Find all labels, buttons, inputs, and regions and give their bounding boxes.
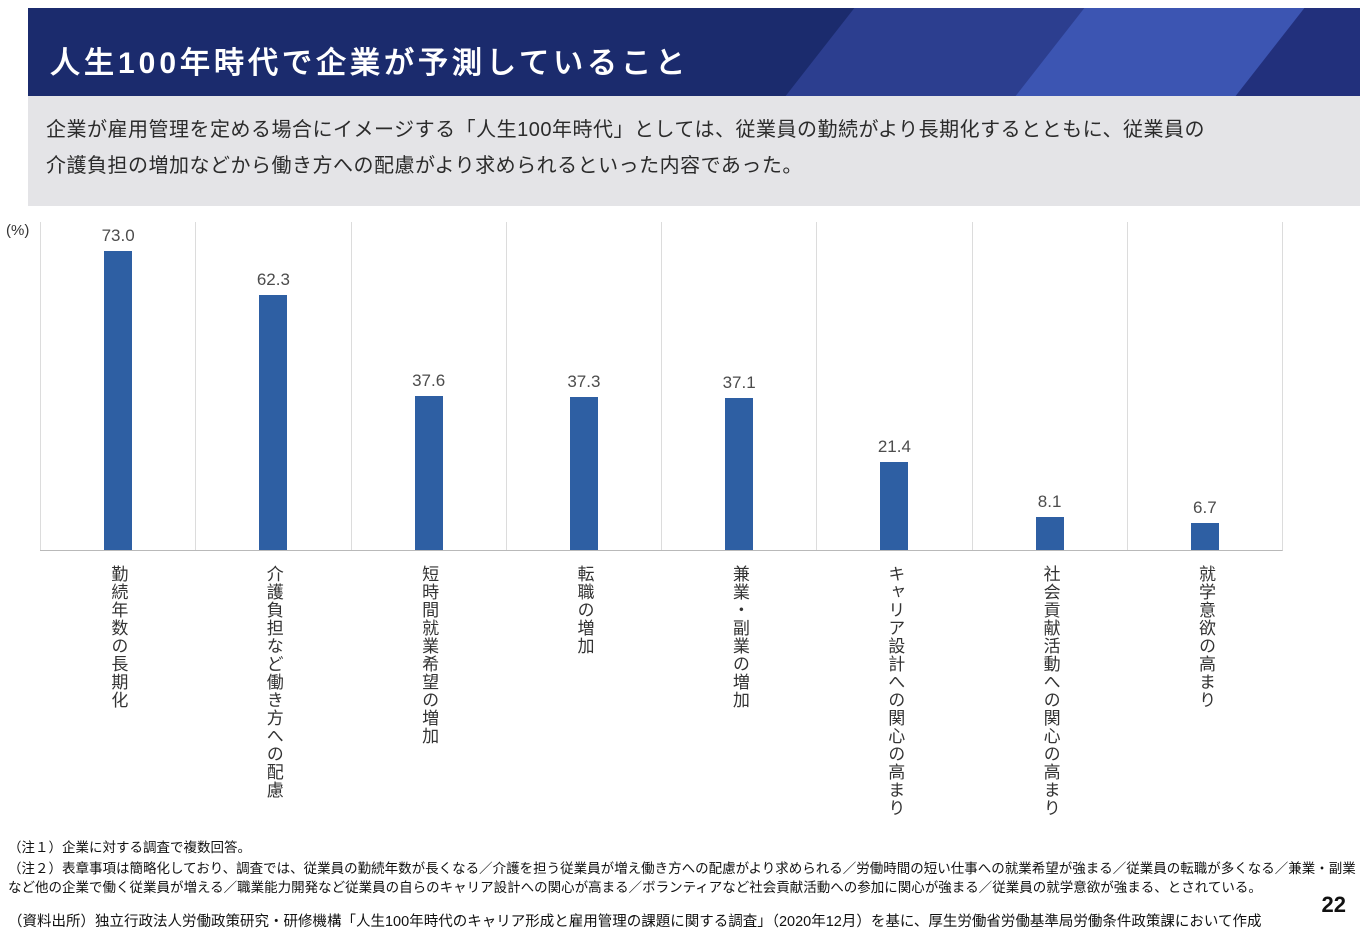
category-label: 短時間就業希望の増加 (351, 565, 506, 817)
bar-value-label: 73.0 (101, 225, 135, 245)
bar-value-label: 21.4 (877, 437, 911, 457)
category-label-text: 介護負担など働き方への配慮 (263, 565, 283, 799)
category-label-text: 社会貢献活動への関心の高まり (1040, 565, 1060, 817)
category-label-text: 就学意欲の高まり (1195, 565, 1215, 709)
bar (1035, 516, 1064, 550)
source-note: （資料出所）独立行政法人労働政策研究・研修機構「人生100年時代のキャリア形成と… (8, 914, 1262, 930)
category-label: 就学意欲の高まり (1128, 565, 1283, 817)
bar-value-label: 37.1 (722, 372, 756, 392)
bar (880, 462, 909, 550)
category-label: 介護負担など働き方への配慮 (195, 565, 350, 817)
chart-column: 8.1 (971, 222, 1127, 550)
category-label-text: 兼業・副業の増加 (729, 565, 749, 709)
bar-value-label: 37.3 (567, 372, 601, 392)
summary-line-2: 介護負担の増加などから働き方への配慮がより求められるといった内容であった。 (46, 155, 803, 177)
category-label-text: キャリア設計への関心の高まり (885, 565, 905, 817)
bar (104, 250, 133, 550)
y-axis-unit-label: (%) (6, 222, 30, 239)
footnote-1: （注１）企業に対する調査で複数回答。 (8, 840, 251, 855)
chart-column: 37.3 (505, 222, 661, 550)
chart-column: 6.7 (1126, 222, 1282, 550)
bar-value-label: 62.3 (256, 269, 290, 289)
summary-line-1: 企業が雇用管理を定める場合にイメージする「人生100年時代」としては、従業員の勤… (46, 119, 1205, 141)
category-labels-row: 勤続年数の長期化 介護負担など働き方への配慮 短時間就業希望の増加 転職の増加 兼業・副… (40, 565, 1283, 817)
bar (725, 397, 754, 550)
bar-value-label: 8.1 (1037, 491, 1062, 511)
category-label-text: 勤続年数の長期化 (108, 565, 128, 709)
bar (1190, 522, 1219, 550)
chart-column: 62.3 (195, 222, 350, 550)
page-title: 人生100年時代で企業が予測していること (50, 47, 690, 80)
bar (259, 294, 288, 550)
chart-column: 37.1 (661, 222, 816, 550)
category-label: 兼業・副業の増加 (662, 565, 817, 817)
summary-box: 企業が雇用管理を定める場合にイメージする「人生100年時代」としては、従業員の勤… (28, 96, 1360, 206)
page-number: 22 (1321, 892, 1346, 917)
bar-value-label: 37.6 (412, 370, 446, 390)
category-label: 転職の増加 (506, 565, 661, 817)
bar-value-label: 6.7 (1193, 497, 1217, 517)
category-label: 社会貢献活動への関心の高まり (972, 565, 1127, 817)
bar-chart-plot-area: 73.0 62.3 37.6 37.3 37.1 21.4 8.1 6.7 (40, 222, 1283, 551)
category-label-text: 転職の増加 (574, 565, 594, 655)
slide-header: 人生100年時代で企業が予測していること (28, 8, 1360, 96)
bar (414, 395, 443, 550)
chart-column: 21.4 (816, 222, 971, 550)
chart-column: 73.0 (40, 222, 195, 550)
footnote-2: （注２）表章事項は簡略化しており、調査では、従業員の勤続年数が長くなる／介護を担… (8, 860, 1356, 895)
category-label: 勤続年数の長期化 (40, 565, 195, 817)
chart-column: 37.6 (350, 222, 506, 550)
footnotes: （注１）企業に対する調査で複数回答。 （注２）表章事項は簡略化しており、調査では… (8, 839, 1356, 898)
category-label-text: 短時間就業希望の増加 (419, 565, 439, 745)
category-label: キャリア設計への関心の高まり (817, 565, 972, 817)
bar (569, 397, 598, 550)
